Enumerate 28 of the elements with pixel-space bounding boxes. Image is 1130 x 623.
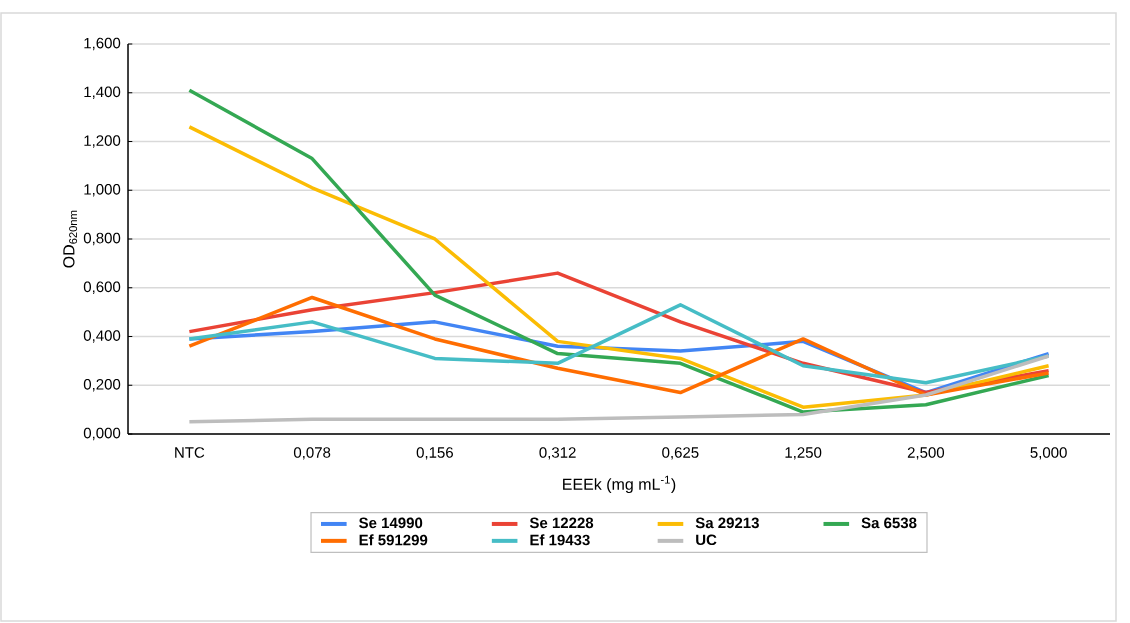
line-series <box>187 303 1051 385</box>
legend-label: Ef 19433 <box>530 534 590 546</box>
x-tick-label: 0,625 <box>662 447 699 460</box>
legend-label: Sa 6538 <box>861 517 917 529</box>
y-tick-label: 0,600 <box>83 281 121 294</box>
y-tick-label: 0,400 <box>83 330 121 343</box>
x-tick-label: NTC <box>175 447 205 458</box>
y-axis-title: OD$_{620nm}$ <box>63 210 78 268</box>
x-tick-label: 0,312 <box>539 447 576 460</box>
y-tick-label: 1,600 <box>84 37 121 51</box>
x-tick-label: 5,000 <box>1030 447 1067 460</box>
legend-label: Ef 591299 <box>359 534 428 546</box>
legend-label: UC <box>696 534 717 546</box>
y-tick-label: 0,800 <box>83 232 121 246</box>
y-tick-label: 0,200 <box>83 379 121 392</box>
legend-label: Sa 29213 <box>695 517 759 529</box>
x-tick-label: 0,156 <box>416 447 453 460</box>
x-tick-label: 0,078 <box>293 447 331 460</box>
y-tick-label: 1,400 <box>84 86 121 99</box>
line-series <box>187 295 1051 397</box>
x-tick-label: 2,500 <box>907 447 945 460</box>
x-tick-label: 1,250 <box>785 447 822 460</box>
legend-label: Se 14990 <box>359 517 423 529</box>
x-axis-title: EEEk (mg mL$^{-1}$) <box>563 475 676 494</box>
legend-label: Se 12228 <box>529 517 594 529</box>
y-tick-label: 1,200 <box>84 135 121 148</box>
y-tick-label: 1,000 <box>84 184 121 197</box>
y-tick-label: 0,000 <box>83 427 121 441</box>
